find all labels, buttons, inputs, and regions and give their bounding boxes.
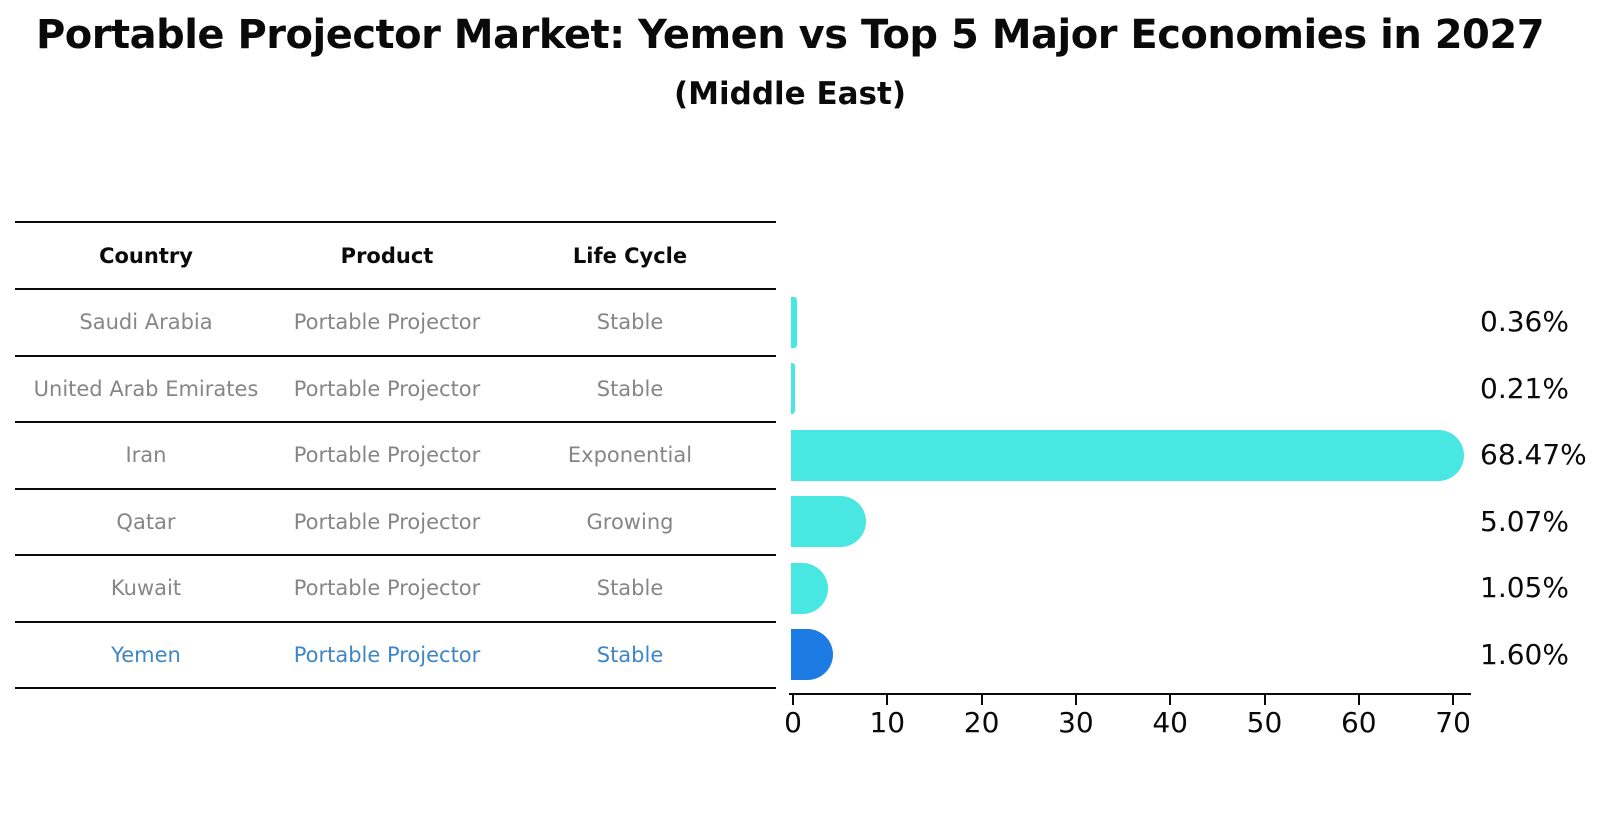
header-life-cycle: Life Cycle xyxy=(572,243,688,268)
bar-kuwait xyxy=(791,562,828,614)
x-tick-mark xyxy=(1452,695,1455,705)
x-axis-line xyxy=(789,693,1471,695)
x-tick-label: 30 xyxy=(1058,706,1094,739)
x-tick-mark xyxy=(1357,695,1360,705)
x-tick-mark xyxy=(980,695,983,705)
cell-product: Portable Projector xyxy=(293,443,481,468)
bar-qatar xyxy=(791,496,866,548)
value-label-united-arab-emirates: 0.21% xyxy=(1480,371,1569,405)
cell-life-cycle: Stable xyxy=(596,376,664,401)
x-tick-label: 40 xyxy=(1152,706,1188,739)
cell-country: Saudi Arabia xyxy=(79,310,213,335)
bar-saudi-arabia xyxy=(791,296,797,348)
bar-united-arab-emirates xyxy=(791,363,796,415)
table-rule xyxy=(15,554,776,556)
chart-title: Portable Projector Market: Yemen vs Top … xyxy=(35,12,1545,58)
x-tick-label: 50 xyxy=(1246,706,1283,739)
x-tick-label: 60 xyxy=(1340,706,1377,739)
value-label-kuwait: 1.05% xyxy=(1480,571,1569,605)
x-tick-mark xyxy=(1263,695,1266,705)
cell-life-cycle: Stable xyxy=(596,576,664,601)
table-rule xyxy=(15,221,776,223)
table-rule xyxy=(15,421,776,423)
x-tick-label: 20 xyxy=(963,706,1000,739)
x-tick-label: 10 xyxy=(869,706,906,739)
x-tick-label: 0 xyxy=(784,706,802,739)
cell-life-cycle: Growing xyxy=(586,509,674,534)
table-rule xyxy=(15,687,776,689)
cell-product: Portable Projector xyxy=(293,576,481,601)
cell-life-cycle: Exponential xyxy=(567,443,693,468)
table-rule xyxy=(15,487,776,490)
cell-life-cycle: Stable xyxy=(596,310,664,335)
cell-country: Qatar xyxy=(116,509,176,534)
table-rule xyxy=(15,354,776,357)
chart-subtitle: (Middle East) xyxy=(673,76,906,112)
cell-country: Kuwait xyxy=(110,576,182,601)
table-rule xyxy=(15,288,776,290)
value-label-saudi-arabia: 0.36% xyxy=(1480,305,1569,339)
cell-product: Portable Projector xyxy=(293,310,481,335)
x-tick-mark xyxy=(792,695,794,705)
value-label-qatar: 5.07% xyxy=(1480,504,1569,538)
cell-product: Portable Projector xyxy=(293,509,481,534)
cell-country: Iran xyxy=(125,443,167,468)
header-country: Country xyxy=(99,243,193,268)
header-product: Product xyxy=(340,243,434,268)
bar-yemen xyxy=(791,629,834,681)
bar-iran xyxy=(791,429,1464,481)
x-tick-mark xyxy=(1169,695,1172,705)
cell-country: Yemen xyxy=(111,642,181,667)
x-tick-mark xyxy=(886,695,889,705)
x-tick-mark xyxy=(1074,695,1077,705)
cell-product: Portable Projector xyxy=(293,376,481,401)
x-tick-label: 70 xyxy=(1435,706,1471,739)
table-rule xyxy=(15,620,776,623)
cell-country: United Arab Emirates xyxy=(33,376,259,401)
cell-life-cycle: Stable xyxy=(596,642,664,667)
cell-product: Portable Projector xyxy=(293,642,481,667)
value-label-yemen: 1.60% xyxy=(1480,637,1569,671)
value-label-iran: 68.47% xyxy=(1480,438,1587,472)
